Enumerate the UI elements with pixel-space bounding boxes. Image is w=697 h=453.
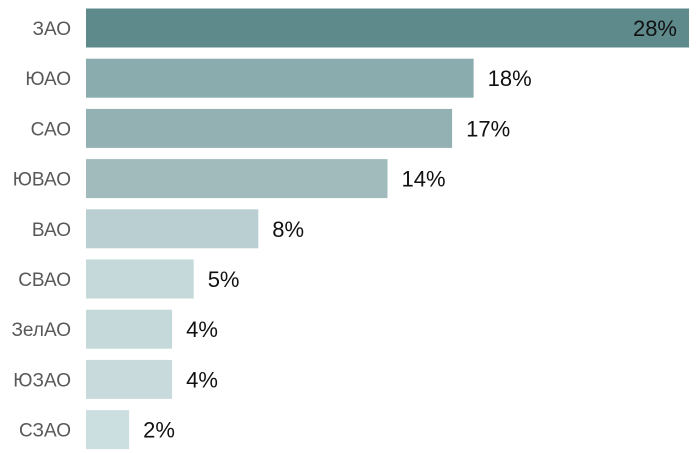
category-label: ЗАО — [32, 19, 71, 40]
category-label: ЮАО — [25, 69, 71, 90]
category-label: СВАО — [18, 270, 71, 291]
bar-3 — [86, 108, 453, 148]
category-label: САО — [31, 119, 71, 140]
category-label: ЗелАО — [11, 320, 71, 341]
bar-6 — [86, 259, 194, 299]
bar-8 — [86, 359, 173, 399]
bars-layer — [86, 8, 689, 450]
data-label: 28% — [633, 16, 677, 41]
data-label: 4% — [186, 367, 218, 392]
category-label: ВАО — [32, 220, 71, 241]
category-label: СЗАО — [19, 421, 71, 442]
category-label: ЮЗАО — [13, 370, 71, 391]
data-label: 17% — [466, 116, 510, 141]
data-label: 18% — [488, 66, 532, 91]
labels-layer: ЗАО 28% ЮАО 18% САО 17% ЮВАО 14% ВАО 8% СВАО 5% ЗелА… — [11, 16, 677, 443]
bar-1 — [86, 8, 689, 48]
data-label: 5% — [208, 267, 240, 292]
bar-2 — [86, 58, 474, 98]
bar-9 — [86, 410, 130, 450]
data-label: 4% — [186, 317, 218, 342]
bar-5 — [86, 209, 259, 249]
category-label: ЮВАО — [13, 170, 71, 191]
data-label: 2% — [143, 418, 175, 443]
bar-4 — [86, 159, 388, 199]
bar-7 — [86, 309, 173, 349]
data-label: 8% — [272, 217, 304, 242]
data-label: 14% — [402, 167, 446, 192]
